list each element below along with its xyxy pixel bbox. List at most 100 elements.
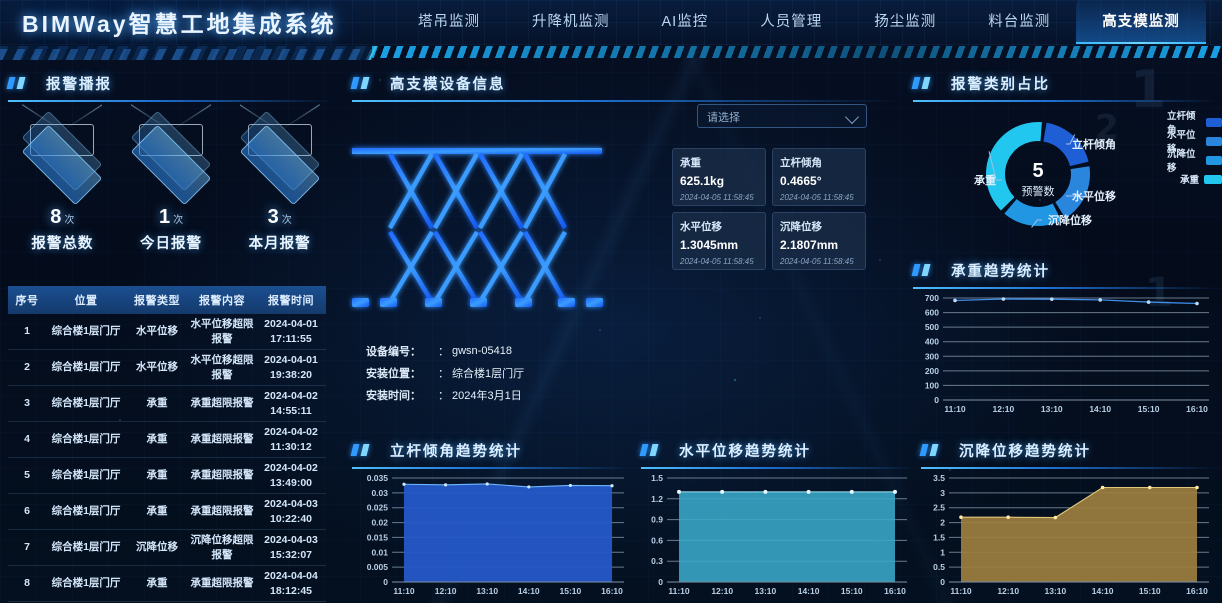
data-point-1[interactable]: [444, 483, 448, 487]
y-tick-label: 500: [925, 322, 939, 332]
data-point-0[interactable]: [677, 489, 681, 494]
legend-item-2[interactable]: 沉降位移: [1167, 149, 1222, 174]
data-point-4[interactable]: [1146, 300, 1151, 304]
settlement-trend-chart[interactable]: 0 0.5 1 1.5 2 2.5 3 3.5 11:10 12:10 13:10 14:10 15:1…: [921, 468, 1215, 600]
donut-callout-label-0: 立杆倾角: [1072, 137, 1116, 151]
data-point-1[interactable]: [1006, 515, 1010, 520]
nav-item-1[interactable]: 升降机监测: [506, 0, 636, 44]
metric-value: 0.4665°: [780, 174, 822, 188]
table-cell: 2024-04-02 14:55:11: [264, 390, 318, 417]
data-point-3[interactable]: [1098, 298, 1102, 302]
tilt-trend-chart[interactable]: 0 0.005 0.01 0.015 0.02 0.025 0.03 0.035 11:10 12…: [352, 468, 630, 600]
data-point-2[interactable]: [1053, 515, 1058, 520]
data-point-5[interactable]: [610, 484, 614, 488]
data-point-4[interactable]: [849, 489, 854, 494]
stat-stack-icon: [125, 102, 217, 206]
data-point-3[interactable]: [1100, 485, 1105, 490]
nav-item-3[interactable]: 人员管理: [734, 0, 848, 44]
nav-item-2[interactable]: AI监控: [636, 0, 735, 44]
legend-item-0[interactable]: 立杆倾角: [1167, 111, 1222, 136]
legend-item-1[interactable]: 水平位移: [1167, 130, 1222, 155]
data-point-5[interactable]: [893, 489, 897, 494]
legend-swatch: [1205, 117, 1222, 127]
meta-sep: ：: [438, 346, 449, 358]
panel-bars-icon: [911, 264, 935, 276]
table-row[interactable]: 2 综合楼1层门厅 水平位移 水平位移超限 报警 2024-04-01 19:38:20: [8, 350, 326, 386]
nav-item-0[interactable]: 塔吊监测: [392, 0, 506, 44]
metric-name: 沉降位移: [780, 221, 822, 233]
data-point-2[interactable]: [1050, 297, 1054, 301]
y-tick-label: 0.6: [651, 535, 663, 545]
data-point-2[interactable]: [485, 482, 489, 486]
data-point-5[interactable]: [1195, 301, 1199, 306]
data-point-0[interactable]: [959, 515, 963, 520]
panel-head-alarm-broadcast: 报警播报: [6, 73, 334, 102]
load-trend-chart[interactable]: 0 100 200 300 400 500 600 700 11:10 12:10 13:10 14:…: [913, 288, 1215, 418]
y-tick-label: 0.5: [933, 562, 945, 572]
panel-bars-icon: [639, 444, 663, 456]
donut-center-value: 5: [1032, 160, 1043, 182]
metric-card-0: 承重 625.1kg 2024-04-05 11:58:45: [672, 148, 766, 206]
legend-label: 立杆倾角: [1167, 111, 1196, 136]
horizontal-trend-chart[interactable]: 0 0.3 0.6 0.9 1.2 1.5 11:10 12:10 13:10 14:10 15:1…: [641, 468, 913, 600]
alarm-table: 序号 位置 报警类型 报警内容 报警时间 1 综合楼1层门厅 水平位移 水平位移超限 报警 20…: [8, 286, 326, 602]
table-row[interactable]: 6 综合楼1层门厅 承重 承重超限报警 2024-04-03 10:22:40: [8, 494, 326, 530]
series-line: [961, 486, 1197, 519]
panel-title: 承重趋势统计: [951, 264, 1050, 280]
data-point-2[interactable]: [763, 489, 768, 494]
x-tick-label: 12:10: [993, 404, 1015, 414]
nav-item-7[interactable]: 智: [1206, 0, 1222, 44]
alarm-stat-row: 8 次报警总数 1 次今日报警 3 次本月报警: [8, 102, 334, 252]
metric-card-1: 立杆倾角 0.4665° 2024-04-05 11:58:45: [772, 148, 866, 206]
y-tick-label: 0.015: [367, 532, 389, 542]
donut-slice-1[interactable]: [1055, 166, 1090, 219]
donut-slice-0[interactable]: [1043, 122, 1089, 167]
table-row[interactable]: 1 综合楼1层门厅 水平位移 水平位移超限 报警 2024-04-01 17:11:55: [8, 314, 326, 350]
table-cell: 承重: [146, 433, 168, 446]
device-select[interactable]: 请选择: [697, 104, 867, 128]
data-point-4[interactable]: [1148, 485, 1152, 490]
table-cell: 承重超限报警: [190, 397, 254, 410]
data-point-0[interactable]: [953, 298, 957, 303]
table-row[interactable]: 8 综合楼1层门厅 承重 承重超限报警 2024-04-04 18:12:45: [8, 566, 326, 602]
data-point-5[interactable]: [1195, 485, 1199, 490]
donut-callout-label-1: 水平位移: [1072, 189, 1116, 203]
table-row[interactable]: 7 综合楼1层门厅 沉降位移 沉降位移超限 报警 2024-04-03 15:32:07: [8, 530, 326, 566]
metric-name: 立杆倾角: [780, 157, 822, 169]
stat-label: 报警总数: [31, 236, 94, 252]
y-tick-label: 1.2: [651, 494, 663, 504]
series-line: [954, 298, 1198, 305]
donut-slice-3[interactable]: [986, 122, 1042, 211]
table-row[interactable]: 4 综合楼1层门厅 承重 承重超限报警 2024-04-02 11:30:12: [8, 422, 326, 458]
data-point-0[interactable]: [402, 482, 406, 486]
donut-slice-2[interactable]: [1004, 199, 1062, 226]
legend-item-3[interactable]: 承重: [1167, 171, 1222, 187]
table-cell: 水平位移: [136, 325, 178, 338]
data-point-3[interactable]: [806, 489, 811, 494]
data-point-3[interactable]: [527, 485, 531, 489]
x-tick-label: 14:10: [518, 586, 540, 596]
table-row[interactable]: 3 综合楼1层门厅 承重 承重超限报警 2024-04-02 14:55:11: [8, 386, 326, 422]
device-select-placeholder: 请选择: [707, 112, 740, 124]
main-nav: 塔吊监测 升降机监测 AI监控 人员管理 扬尘监测 料台监测 高支模监测 智: [392, 0, 1222, 44]
data-point-1[interactable]: [1001, 297, 1006, 301]
panel-title: 报警类别占比: [951, 77, 1050, 93]
meta-sep: ：: [438, 390, 449, 402]
nav-item-4[interactable]: 扬尘监测: [848, 0, 962, 44]
x-tick-label: 14:10: [1092, 586, 1114, 596]
y-tick-label: 0: [383, 577, 388, 587]
data-point-1[interactable]: [720, 489, 725, 494]
nav-item-label: 人员管理: [760, 14, 823, 30]
table-cell: 4: [24, 433, 30, 446]
column-header: 报警类型: [134, 295, 180, 307]
metric-card-3: 沉降位移 2.1807mm 2024-04-05 11:58:45: [772, 212, 866, 270]
nav-item-5[interactable]: 料台监测: [962, 0, 1076, 44]
y-tick-label: 0.02: [371, 518, 388, 528]
table-row[interactable]: 5 综合楼1层门厅 承重 承重超限报警 2024-04-02 13:49:00: [8, 458, 326, 494]
nav-item-6[interactable]: 高支模监测: [1076, 0, 1206, 44]
y-tick-label: 3.5: [933, 473, 945, 483]
y-tick-label: 100: [925, 380, 939, 390]
data-point-4[interactable]: [568, 483, 572, 488]
x-tick-label: 14:10: [798, 586, 820, 596]
